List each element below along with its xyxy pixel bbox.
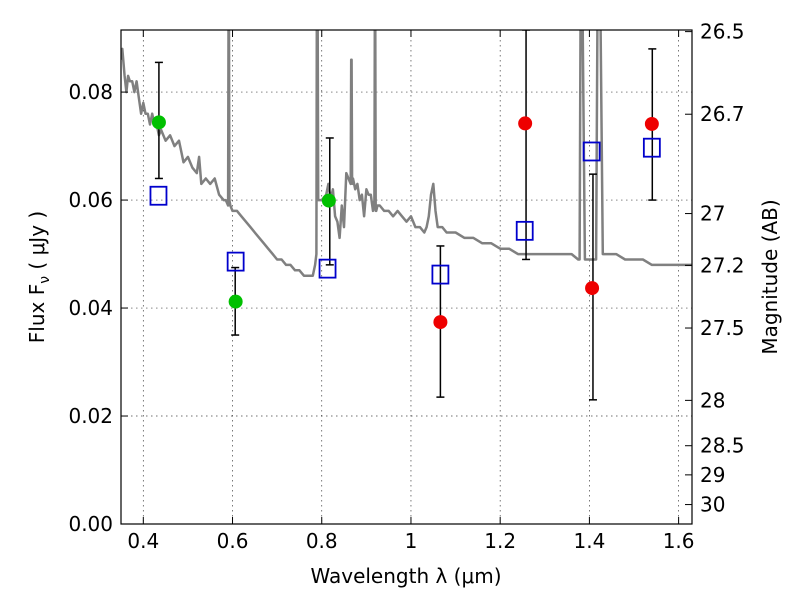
- right-tick-label: 26.7: [700, 102, 745, 126]
- x-tick-label: 1.2: [484, 529, 516, 553]
- y-tick-label: 0.04: [68, 296, 113, 320]
- observed-flux-point: [644, 116, 659, 131]
- model-photometry-square: [582, 141, 601, 162]
- right-tick-label: 27: [700, 202, 725, 226]
- x-tick-label: 0.8: [306, 529, 338, 553]
- right-axis-title: Magnitude (AB): [758, 199, 782, 354]
- y-tick-label: 0.00: [68, 512, 113, 536]
- right-tick-label: 27.2: [700, 253, 745, 277]
- right-tick-label: 26.5: [700, 20, 745, 44]
- observed-flux-point: [151, 115, 166, 130]
- right-tick-label: 28.5: [700, 434, 745, 458]
- model-photometry-square: [226, 251, 245, 272]
- y-axis-title-unit: ( μJy ): [25, 211, 49, 276]
- observed-flux-point: [518, 116, 533, 131]
- y-tick-label: 0.08: [68, 80, 113, 104]
- observed-flux-point: [585, 281, 600, 296]
- model-photometry-square: [515, 220, 534, 241]
- model-photometry-square: [149, 185, 168, 206]
- x-axis-title: Wavelength λ (μm): [310, 564, 501, 588]
- right-tick-label: 28: [700, 388, 725, 412]
- x-tick-label: 1.6: [663, 529, 695, 553]
- y-axis-title-main: Flux F: [25, 284, 49, 343]
- x-tick-label: 1: [405, 529, 418, 553]
- y-axis-title: Flux Fν ( μJy ): [25, 211, 53, 343]
- right-tick-label: 27.5: [700, 316, 745, 340]
- model-photometry-square: [318, 258, 337, 279]
- y-tick-label: 0.02: [68, 404, 113, 428]
- model-spectrum-line: [121, 30, 692, 277]
- y-tick-label: 0.06: [68, 188, 113, 212]
- observed-flux-point: [321, 193, 336, 208]
- data-layer: [121, 30, 692, 401]
- model-photometry-square: [431, 264, 450, 285]
- x-tick-label: 0.6: [217, 529, 249, 553]
- right-tick-label: 30: [700, 493, 725, 517]
- observed-flux-point: [433, 315, 448, 330]
- right-tick-label: 29: [700, 463, 725, 487]
- x-tick-label: 1.4: [573, 529, 605, 553]
- y-axis-title-subscript: ν: [37, 276, 53, 284]
- plot-background: [121, 30, 692, 524]
- model-photometry-square: [642, 137, 661, 158]
- axis-layer: 0.4 0.6 0.8 1 1.2 1.4 1.6 0.00 0.02 0.04 0.06 0.08 2…: [68, 20, 744, 553]
- x-tick-label: 0.4: [127, 529, 159, 553]
- plot-frame: [120, 29, 693, 525]
- observed-flux-point: [228, 294, 243, 309]
